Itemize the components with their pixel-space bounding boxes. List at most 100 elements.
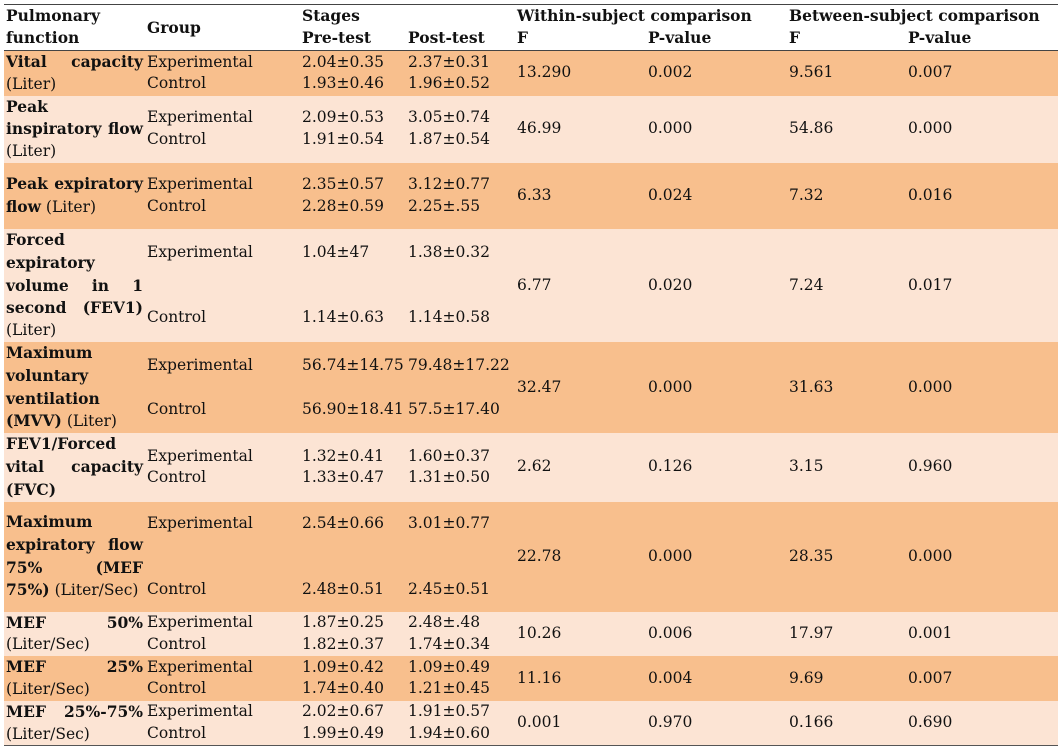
header-post-test: Post-test: [408, 27, 485, 47]
header-between-f-label: F: [789, 27, 801, 47]
pre-test-control: 1.82±0.37: [302, 634, 385, 653]
group-experimental: Experimental: [147, 242, 253, 261]
cell-within-f: 22.78: [515, 501, 646, 612]
function-name: Peak inspiratory flow: [6, 96, 143, 139]
pre-test-experimental: 2.04±0.35: [302, 52, 385, 71]
cell-post-test: 1.09±0.49 1.21±0.45: [406, 656, 515, 701]
cell-between-f: 31.63: [787, 341, 906, 434]
cell-within-p: 0.004: [646, 656, 787, 701]
group-experimental: Experimental: [147, 657, 253, 676]
table-row: MEF 25%-75% (Liter/Sec) Experimental Contr…: [4, 700, 1058, 746]
header-pulmonary-function: Pulmonary function: [6, 6, 101, 47]
cell-between-f: 3.15: [787, 433, 906, 502]
group-experimental: Experimental: [147, 446, 253, 465]
cell-group: Experimental Control: [145, 162, 300, 229]
cell-within-p: 0.002: [646, 50, 787, 96]
cell-within-f: 2.62: [515, 433, 646, 502]
function-unit: (Liter): [6, 142, 57, 161]
post-test-experimental: 1.60±0.37: [408, 446, 491, 465]
table-body: Vital capacity (Liter) Experimental Contro…: [4, 50, 1058, 746]
function-unit: (Liter): [6, 321, 57, 340]
pulmonary-function-table: Pulmonary function Group Stages Pre-test …: [4, 4, 1058, 746]
group-control: Control: [147, 468, 207, 487]
cell-between-f: 17.97: [787, 611, 906, 657]
cell-within-f: 0.001: [515, 700, 646, 746]
group-experimental: Experimental: [147, 108, 253, 127]
group-control: Control: [147, 724, 207, 743]
cell-within-f: 13.290: [515, 50, 646, 96]
function-name: Peak expiratory flow: [6, 174, 143, 216]
pre-test-control: 2.28±0.59: [302, 196, 385, 215]
function-name: Forced expiratory volume in 1 second (FE…: [6, 229, 143, 318]
cell-post-test: 2.37±0.31 1.96±0.52: [406, 50, 515, 96]
pre-test-experimental: 1.04±47: [302, 242, 370, 261]
table-row: MEF 25% (Liter/Sec) Experimental Control 1.…: [4, 656, 1058, 701]
pre-test-control: 1.74±0.40: [302, 679, 385, 698]
cell-within-p: 0.000: [646, 341, 787, 434]
cell-group: Experimental Control: [145, 501, 300, 612]
cell-between-p: 0.690: [906, 700, 1058, 746]
header-between-subject: Between-subject comparison: [789, 6, 1040, 25]
cell-pre-test: 2.54±0.66 2.48±0.51: [300, 501, 406, 612]
post-test-control: 1.74±0.34: [408, 634, 491, 653]
header-within-f: Within-subject comparison F: [515, 5, 752, 51]
pre-test-experimental: 2.02±0.67: [302, 702, 385, 721]
cell-group: Experimental Control: [145, 611, 300, 657]
header-post: Post-test: [406, 5, 515, 51]
function-unit: (Liter): [6, 74, 57, 93]
cell-group: Experimental Control: [145, 341, 300, 434]
cell-between-f: 7.24: [787, 228, 906, 342]
pre-test-control: 1.99±0.49: [302, 724, 385, 743]
table-row: FEV1/Forced vital capacity (FVC) Experime…: [4, 433, 1058, 502]
cell-between-f: 9.69: [787, 656, 906, 701]
group-experimental: Experimental: [147, 513, 253, 532]
cell-pre-test: 2.09±0.53 1.91±0.54: [300, 95, 406, 163]
post-test-control: 1.87±0.54: [408, 130, 491, 149]
cell-between-p: 0.960: [906, 433, 1058, 502]
post-test-experimental: 79.48±17.22: [408, 355, 510, 374]
table-row: Maximum voluntary ventilation (MVV) (Lit…: [4, 341, 1058, 434]
cell-between-f: 54.86: [787, 95, 906, 163]
pre-test-experimental: 2.09±0.53: [302, 108, 385, 127]
cell-within-f: 11.16: [515, 656, 646, 701]
cell-between-p: 0.000: [906, 501, 1058, 612]
group-control: Control: [147, 679, 207, 698]
cell-group: Experimental Control: [145, 656, 300, 701]
table-row: Peak expiratory flow (Liter) Experimental…: [4, 162, 1058, 229]
cell-within-p: 0.000: [646, 501, 787, 612]
cell-between-f: 7.32: [787, 162, 906, 229]
header-stages-pre: Stages Pre-test: [300, 5, 406, 51]
function-name: MEF 50%: [6, 612, 143, 632]
cell-pre-test: 1.09±0.42 1.74±0.40: [300, 656, 406, 701]
group-control: Control: [147, 579, 207, 598]
cell-within-p: 0.000: [646, 95, 787, 163]
post-test-experimental: 1.09±0.49: [408, 657, 491, 676]
post-test-control: 1.14±0.58: [408, 308, 491, 327]
function-unit: (Liter/Sec): [6, 679, 90, 698]
cell-post-test: 3.05±0.74 1.87±0.54: [406, 95, 515, 163]
cell-pre-test: 1.32±0.41 1.33±0.47: [300, 433, 406, 502]
cell-pre-test: 1.87±0.25 1.82±0.37: [300, 611, 406, 657]
post-test-control: 1.31±0.50: [408, 468, 491, 487]
cell-between-p: 0.007: [906, 656, 1058, 701]
post-test-control: 1.94±0.60: [408, 724, 491, 743]
cell-within-f: 32.47: [515, 341, 646, 434]
cell-pulmonary-function: Vital capacity (Liter): [4, 50, 145, 96]
cell-between-f: 9.561: [787, 50, 906, 96]
pre-test-control: 1.33±0.47: [302, 468, 385, 487]
cell-between-p: 0.001: [906, 611, 1058, 657]
cell-between-f: 0.166: [787, 700, 906, 746]
header-within-p-label: P-value: [648, 27, 712, 47]
cell-within-p: 0.024: [646, 162, 787, 229]
pre-test-experimental: 1.32±0.41: [302, 446, 385, 465]
header-group: Group: [147, 17, 201, 37]
cell-between-f: 28.35: [787, 501, 906, 612]
cell-post-test: 3.01±0.77 2.45±0.51: [406, 501, 515, 612]
table-row: MEF 50% (Liter/Sec) Experimental Control 1.…: [4, 611, 1058, 657]
function-name: MEF 25%: [6, 657, 143, 677]
cell-within-f: 6.77: [515, 228, 646, 342]
cell-pre-test: 2.02±0.67 1.99±0.49: [300, 700, 406, 746]
cell-between-p: 0.000: [906, 95, 1058, 163]
cell-pulmonary-function: MEF 50% (Liter/Sec): [4, 611, 145, 657]
header-pre-test: Pre-test: [302, 27, 372, 47]
